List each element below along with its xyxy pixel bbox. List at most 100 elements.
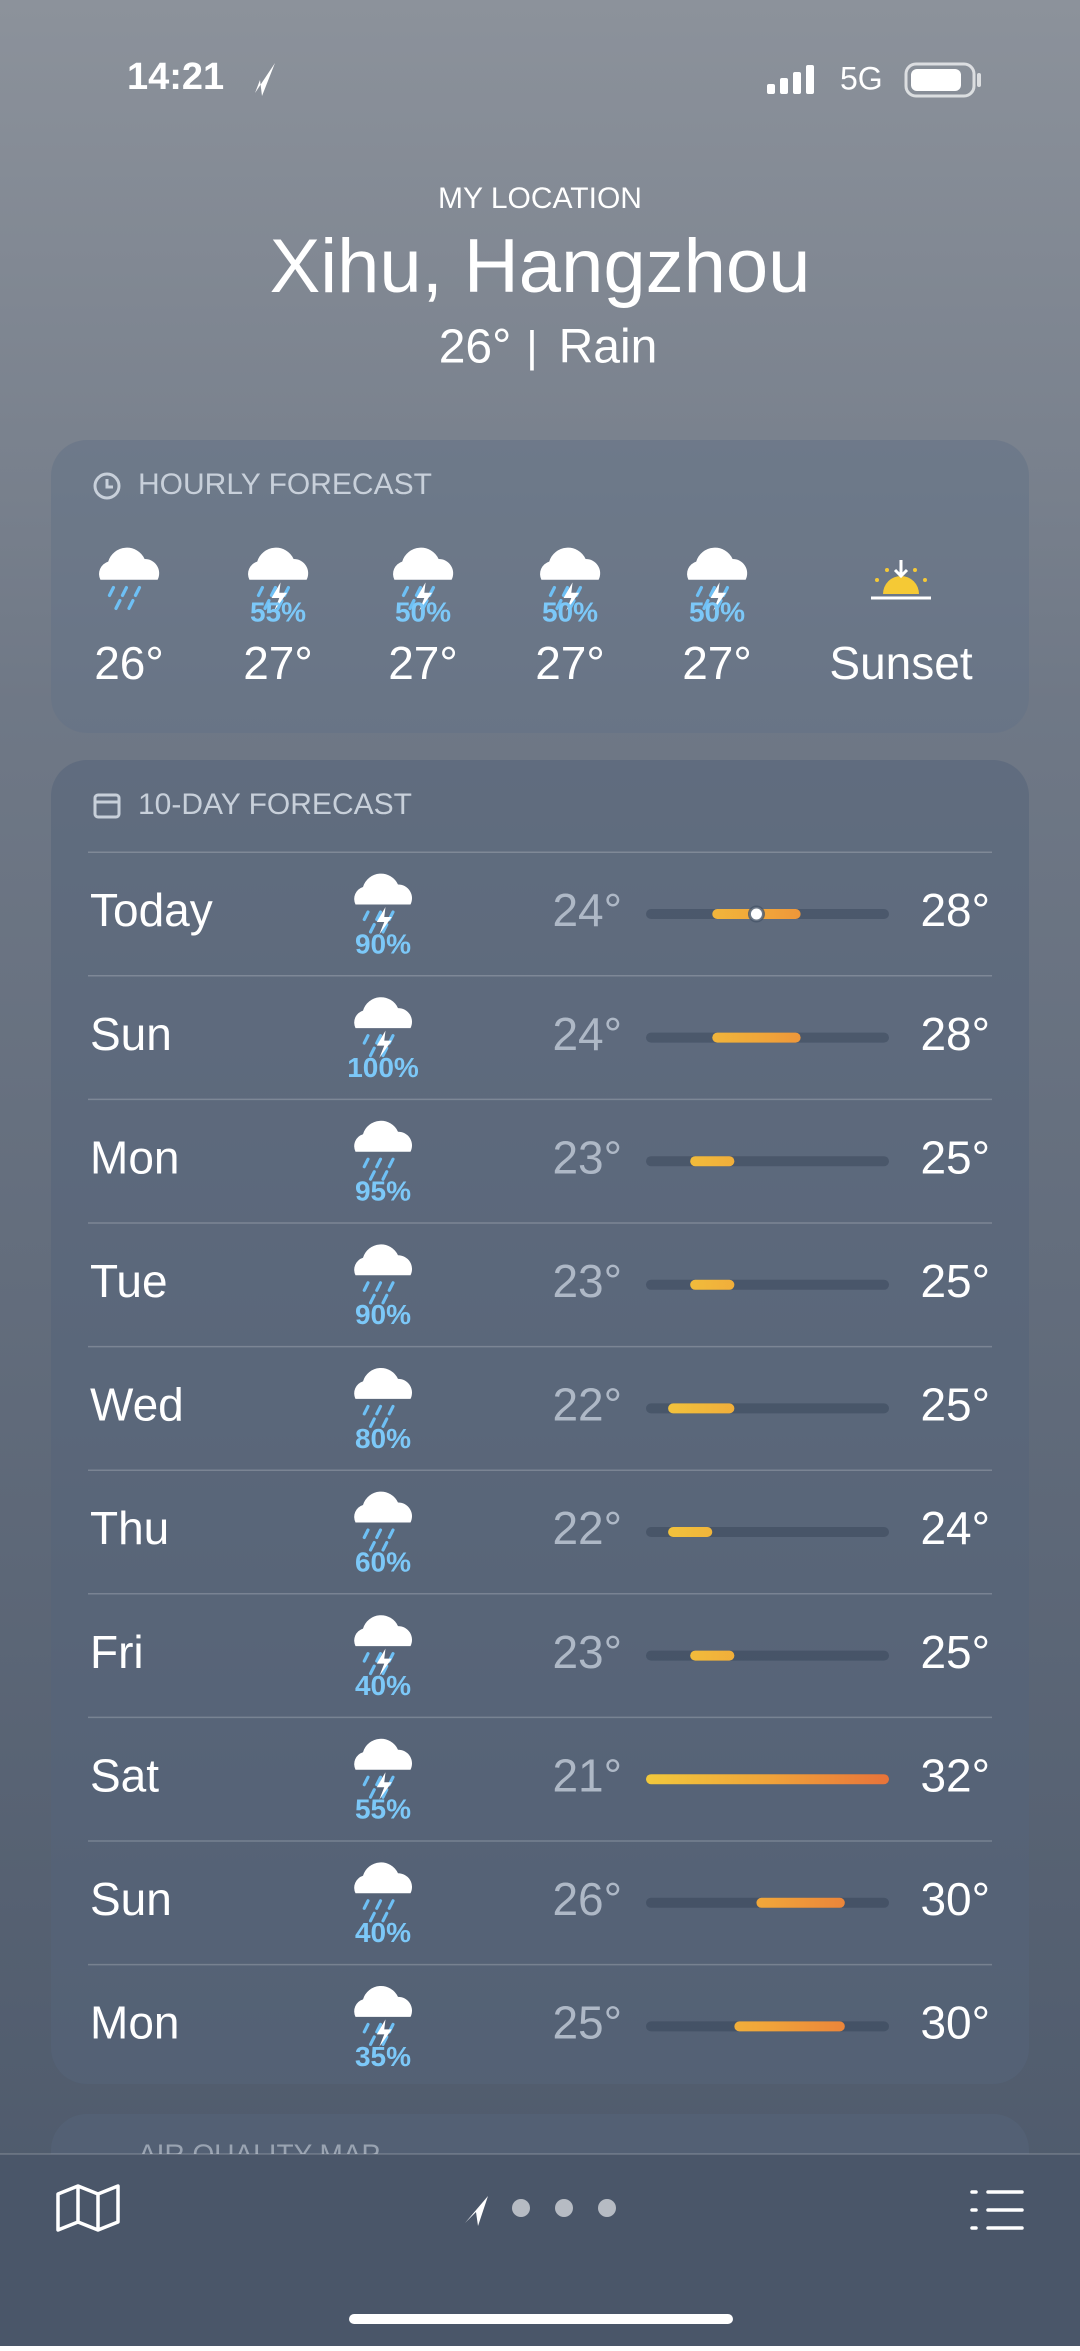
- range-bar: [690, 1156, 735, 1167]
- raindrop: [555, 598, 563, 611]
- raindrop: [362, 1528, 370, 1540]
- hourly-precip: 50%: [542, 596, 598, 627]
- range-bar: [690, 1650, 735, 1661]
- network: 5G: [840, 60, 883, 96]
- daily-card: [51, 760, 1029, 2084]
- day-low: 24°: [552, 1008, 622, 1060]
- list-button[interactable]: [970, 2190, 1024, 2230]
- day-name: Thu: [90, 1502, 169, 1554]
- raindrop: [362, 1899, 370, 1910]
- raindrop: [375, 1404, 383, 1416]
- weather-icon: [354, 873, 413, 935]
- cloud: [354, 1244, 413, 1276]
- raindrop: [368, 1911, 376, 1923]
- ray: [923, 578, 927, 582]
- page-dot[interactable]: [512, 2199, 530, 2217]
- raindrop: [368, 1664, 376, 1676]
- page-dot[interactable]: [598, 2199, 616, 2217]
- raindrop: [368, 1046, 376, 1058]
- day-name: Tue: [90, 1255, 168, 1307]
- raindrop: [375, 1775, 383, 1787]
- day-high: 30°: [920, 1873, 990, 1925]
- raindrop: [269, 585, 278, 598]
- battery: [904, 62, 976, 98]
- raindrop: [368, 2035, 376, 2046]
- day-precip: 35%: [355, 2041, 411, 2072]
- raindrop: [375, 1157, 383, 1169]
- location-page-dot[interactable]: [465, 2196, 488, 2226]
- weather-icon: [354, 1367, 413, 1428]
- raindrop: [375, 1652, 383, 1663]
- cloud: [354, 873, 413, 905]
- raindrop: [381, 1417, 389, 1428]
- lightning: [376, 1772, 392, 1800]
- day-low: 23°: [552, 1626, 622, 1678]
- range-track: [646, 1650, 889, 1661]
- day-high: 25°: [920, 1131, 990, 1183]
- raindrop: [127, 598, 135, 611]
- weather-icon: [354, 1985, 413, 2047]
- range-track: [646, 1156, 889, 1167]
- raindrop: [695, 585, 704, 598]
- weather-icon: [354, 997, 413, 1059]
- hourly-temp: Sunset: [829, 637, 972, 689]
- raindrop: [381, 2035, 389, 2046]
- lightning: [416, 582, 433, 611]
- hourly-precip: 55%: [250, 596, 306, 627]
- raindrop: [401, 585, 410, 598]
- weather-icon: [248, 547, 309, 611]
- raindrop: [362, 2022, 370, 2034]
- raindrop: [256, 585, 265, 598]
- day-precip: 95%: [355, 1176, 411, 1207]
- raindrop: [276, 598, 284, 611]
- raindrop: [381, 1911, 389, 1923]
- day-precip: 90%: [355, 1299, 411, 1330]
- raindrop: [375, 1281, 383, 1292]
- day-name: Today: [90, 884, 213, 936]
- hourly-precip: 50%: [395, 596, 451, 627]
- day-low: 22°: [552, 1379, 622, 1431]
- weather-icon: [393, 547, 454, 611]
- day-name: Sun: [90, 1008, 172, 1060]
- hourly-temp: 27°: [388, 637, 458, 689]
- raindrop: [387, 1528, 395, 1540]
- signal: [767, 65, 814, 94]
- weather-icon: [354, 1244, 413, 1305]
- cloud: [354, 1985, 413, 2017]
- day-precip: 40%: [355, 1917, 411, 1948]
- raindrop: [362, 1404, 370, 1416]
- page-dot[interactable]: [555, 2199, 573, 2217]
- raindrop: [375, 910, 383, 922]
- sun: [883, 576, 919, 594]
- location-label: MY LOCATION: [438, 182, 642, 215]
- weather-icon: [354, 1120, 413, 1181]
- weather-icon: [354, 1615, 413, 1677]
- hourly-title: HOURLY FORECAST: [138, 468, 432, 501]
- raindrop: [368, 1170, 376, 1181]
- raindrop: [715, 598, 723, 611]
- map-button[interactable]: [56, 2184, 120, 2232]
- lightning: [563, 582, 580, 611]
- day-name: Mon: [90, 1131, 179, 1183]
- raindrop: [368, 1417, 376, 1428]
- weather-icon: [99, 547, 160, 611]
- raindrop: [381, 1788, 389, 1799]
- weather-icon: [354, 1738, 413, 1800]
- raindrop: [375, 1528, 383, 1540]
- lightning: [376, 1030, 392, 1059]
- daily-title: 10-DAY FORECAST: [138, 788, 412, 821]
- weather-icon: [687, 547, 748, 611]
- raindrop: [114, 598, 122, 611]
- raindrop: [368, 1293, 376, 1305]
- day-low: 24°: [552, 884, 622, 936]
- day-name: Sun: [90, 1873, 172, 1925]
- day-name: Wed: [90, 1379, 184, 1431]
- hourly-card: [51, 440, 1029, 733]
- day-high: 25°: [920, 1626, 990, 1678]
- raindrop: [387, 1157, 395, 1169]
- cloud: [687, 547, 748, 580]
- cloud: [354, 1491, 413, 1523]
- raindrop: [368, 922, 376, 934]
- range-track: [646, 1279, 889, 1290]
